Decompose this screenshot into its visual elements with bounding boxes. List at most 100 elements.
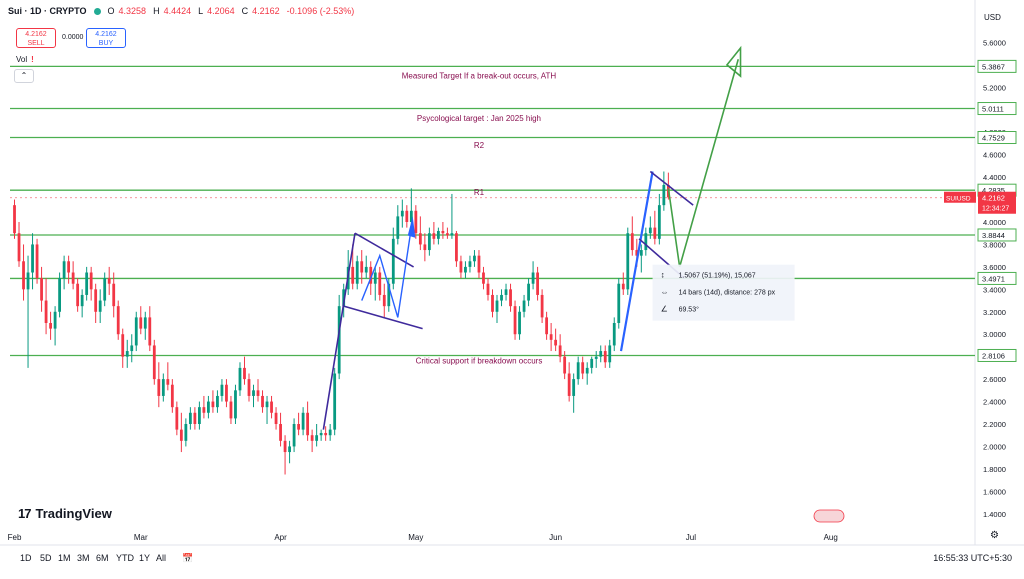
last-symbol-tag [944, 191, 976, 203]
candle-body [468, 261, 472, 267]
x-tick-label: Mar [134, 533, 148, 542]
candle-body [635, 250, 639, 256]
timeframe-3m[interactable]: 3M [77, 553, 90, 563]
timeframe-5d[interactable]: 5D [40, 553, 52, 563]
candle-body [603, 351, 607, 363]
candle-body [220, 384, 224, 396]
timeframe-ytd[interactable]: YTD [116, 553, 134, 563]
pennant-wave-path [361, 227, 413, 318]
candle-body [391, 238, 395, 284]
y-tick-label: 2.4000 [983, 398, 1006, 407]
projection-arrowhead [725, 45, 742, 78]
market-open-icon [93, 7, 101, 15]
measure-tooltip: ↕ 1.5067 (51.19%), 15,067 ⇔ 14 bars (14d), … [652, 264, 795, 321]
candle-body [188, 412, 192, 424]
level-price-tag [977, 348, 1017, 362]
y-tick-label: 3.0000 [983, 330, 1006, 339]
angle-icon: ∠ [661, 305, 668, 314]
x-tick-label: Feb [8, 533, 22, 542]
x-tick-label: Jun [549, 533, 562, 542]
tooltip-bar-range: 14 bars (14d), distance: 278 px [679, 290, 776, 297]
bar-range-icon: ⇔ [661, 288, 669, 297]
candle-body [13, 205, 16, 234]
july-pennant-upper-line [649, 170, 694, 206]
timeframe-1y[interactable]: 1Y [139, 553, 151, 563]
tooltip-background [652, 264, 795, 321]
y-tick-label: 2.6000 [983, 375, 1006, 384]
settings-gear-icon[interactable]: ⚙ [990, 530, 999, 541]
candle-body [134, 317, 138, 346]
candle-body [71, 272, 75, 284]
candle-body [423, 244, 427, 251]
candle-body [288, 446, 291, 453]
low-value: 4.2064 [207, 6, 235, 16]
candle-body [161, 379, 165, 396]
x-tick-label: Apr [274, 533, 287, 542]
candle-body [522, 300, 526, 312]
candle-body [112, 283, 116, 307]
candle-body [504, 289, 508, 295]
y-tick-label: 3.2000 [983, 308, 1006, 317]
candle-body [89, 272, 93, 290]
y-tick-label: 4.6000 [983, 151, 1006, 160]
level-annotation: Measured Target If a break-out occurs, A… [402, 71, 557, 80]
candle-body [315, 435, 319, 441]
y-tick-label: 3.4000 [983, 285, 1006, 294]
buy-label: BUY [98, 40, 114, 47]
candle-body [351, 266, 355, 284]
candle-body [387, 283, 391, 307]
level-annotation: R1 [474, 188, 485, 197]
timeframe-all[interactable]: All [156, 553, 167, 563]
level-annotation: Psycological target : Jan 2025 high [417, 114, 541, 123]
y-tick-label: 1.8000 [983, 465, 1006, 474]
candle-body [567, 373, 571, 396]
candle-body [554, 339, 558, 346]
date-range-calendar-icon[interactable]: 📅 [182, 553, 194, 563]
candle-body [657, 205, 661, 239]
volume-indicator[interactable]: Vol! [16, 55, 34, 64]
candle-body [17, 233, 21, 262]
low-label: L [198, 6, 204, 16]
candle-body [409, 210, 413, 222]
candle-body [166, 379, 170, 385]
candle-body [58, 278, 62, 312]
candle-body [495, 300, 499, 312]
timeframe-1d[interactable]: 1D [20, 553, 32, 563]
candle-body [432, 233, 436, 239]
buy-button[interactable]: 4.2162 BUY [86, 28, 126, 48]
candle-body [22, 261, 25, 290]
currency-label[interactable]: USD [984, 13, 1001, 22]
candle-body [585, 367, 589, 374]
candle-body [464, 266, 467, 273]
collapse-chevron-up-icon[interactable]: ⌃ [14, 69, 34, 83]
candle-body [324, 432, 328, 436]
timeframe-1m[interactable]: 1M [58, 553, 71, 563]
candle-body [477, 255, 481, 273]
candle-body [216, 395, 219, 408]
candle-body [306, 412, 310, 436]
y-tick-label: 5.6000 [983, 38, 1006, 47]
candle-body [400, 210, 404, 217]
candle-body [333, 373, 337, 430]
candle-body [648, 227, 652, 234]
candle-body [486, 283, 490, 295]
candle-body [193, 412, 197, 424]
candle-body [247, 379, 251, 396]
candle-body [576, 362, 580, 380]
timeframe-6m[interactable]: 6M [96, 553, 109, 563]
candle-body [590, 358, 594, 368]
candle-body [405, 210, 409, 222]
candle-body [621, 283, 625, 290]
candle-body [270, 401, 273, 413]
candle-body [446, 233, 449, 236]
sell-button[interactable]: 4.2162 SELL [16, 28, 56, 48]
candle-body [626, 233, 630, 290]
symbol-title[interactable]: Sui · 1D · CRYPTO [8, 6, 87, 16]
pennant-arrowhead [407, 216, 416, 238]
level-price-tag [977, 102, 1017, 116]
candle-body [418, 233, 422, 245]
candle-body [319, 432, 323, 436]
change-value: -0.1096 (-2.53%) [286, 6, 355, 16]
candle-body [197, 407, 201, 424]
